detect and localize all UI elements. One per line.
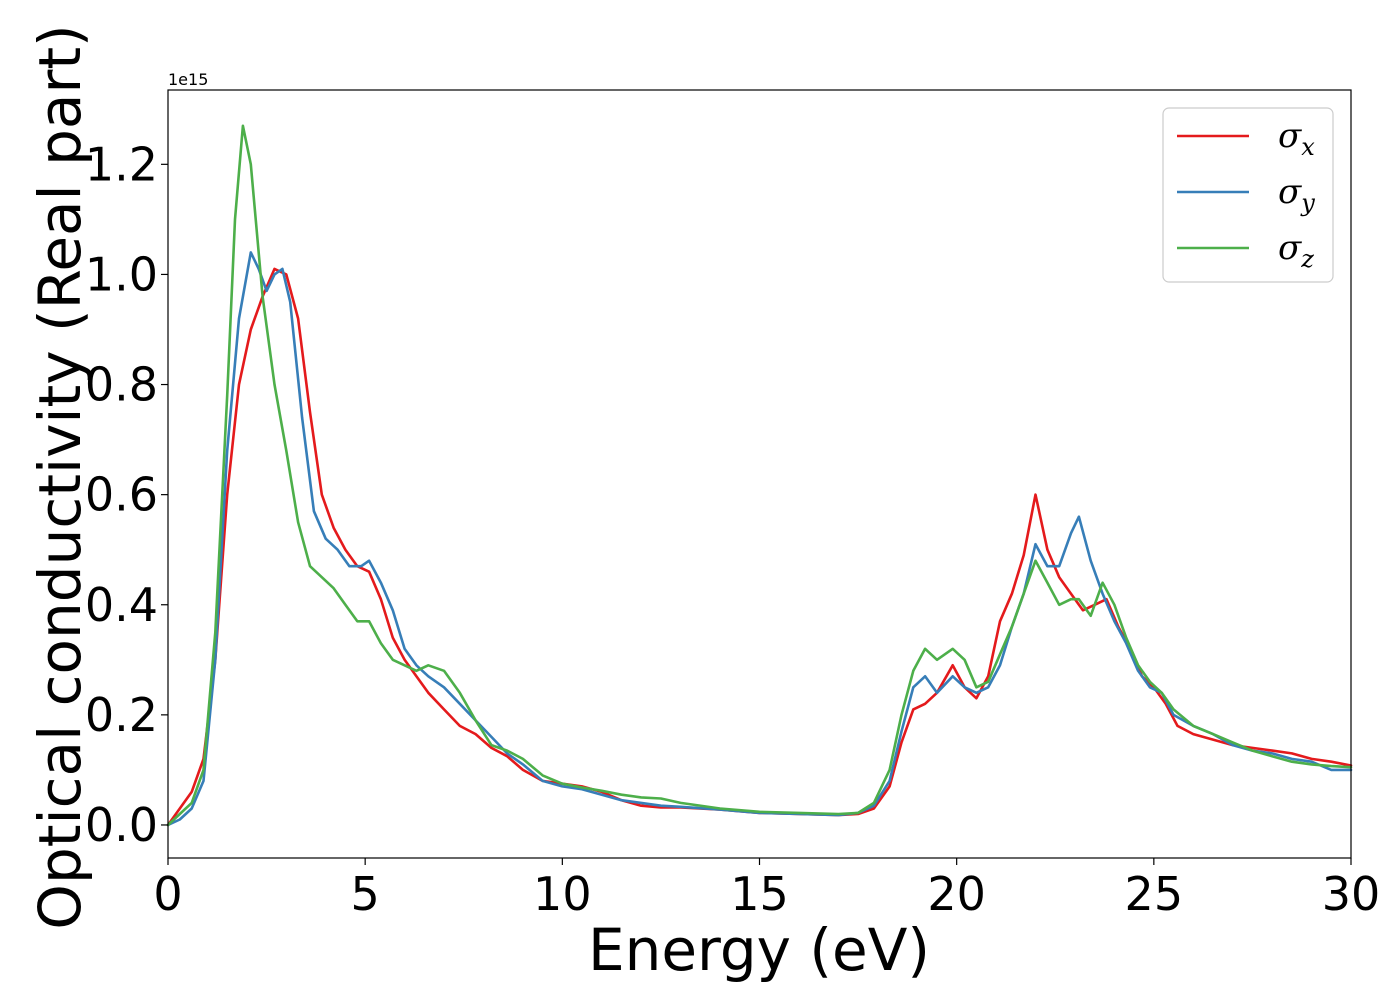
y-tick-label: 0.2	[85, 688, 158, 742]
y-tick-label: 0.6	[85, 468, 158, 522]
x-tick-label: 20	[927, 867, 986, 921]
y-tick-label: 0.8	[85, 358, 158, 412]
x-tick-label: 15	[730, 867, 789, 921]
legend-label-y: σy	[1278, 172, 1315, 217]
legend-label-z: σz	[1278, 228, 1314, 273]
legend: σx σy σz	[1162, 107, 1334, 283]
y-tick-label: 0.4	[85, 578, 158, 632]
series-line-y	[166, 251, 1353, 827]
y-axis-label: Optical conductivity (Real part)	[26, 24, 94, 929]
x-tick-label: 25	[1125, 867, 1184, 921]
series-line-x	[166, 267, 1353, 827]
y-tick-label: 1.2	[85, 137, 158, 191]
series-layer	[166, 124, 1353, 827]
y-axis: 0.0 0.2 0.4 0.6 0.8 1.0 1.2	[85, 137, 168, 852]
x-tick-label: 10	[533, 867, 592, 921]
x-axis: 0 5 10 15 20 25 30	[153, 858, 1380, 921]
x-axis-label: Energy (eV)	[588, 916, 930, 984]
legend-label-x: σx	[1278, 116, 1315, 161]
x-tick-label: 30	[1322, 867, 1381, 921]
series-line-z	[166, 124, 1353, 827]
legend-box	[1162, 107, 1334, 283]
y-tick-label: 1.0	[85, 247, 158, 301]
x-tick-label: 5	[351, 867, 380, 921]
y-offset-label: 1e15	[168, 70, 208, 89]
x-tick-label: 0	[153, 867, 182, 921]
y-tick-label: 0.0	[85, 798, 158, 852]
